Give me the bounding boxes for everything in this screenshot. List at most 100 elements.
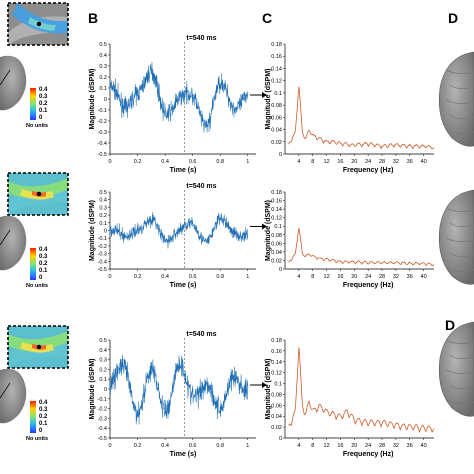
y-axis-label: Magnitude (dSPM) [265, 200, 272, 261]
y-tick-label: -0.2 [98, 407, 107, 413]
colorbar-tick: 0.3 [39, 254, 48, 260]
x-tick-label: 32 [393, 443, 399, 449]
y-tick-label: 0.2 [99, 367, 107, 373]
inset-map [8, 326, 68, 368]
x-tick-label: 4 [297, 159, 300, 165]
spectrum-line [288, 347, 435, 434]
x-axis-label: Frequency (Hz) [343, 167, 394, 174]
y-tick-label: -0.4 [98, 141, 107, 147]
x-tick-label: 0.8 [216, 443, 224, 449]
brain-fragment [0, 215, 27, 271]
x-tick-label: 40 [421, 274, 427, 280]
y-tick-label: 0.16 [271, 54, 282, 60]
y-tick-label: 0.04 [271, 128, 282, 134]
y-tick-label: -0.5 [98, 436, 107, 442]
brain-sulcus [449, 114, 474, 119]
colorbar-tick: 0.2 [39, 261, 48, 267]
brain-surface [438, 321, 474, 417]
x-tick-label: 16 [337, 159, 343, 165]
x-tick-label: 28 [379, 443, 385, 449]
inset-border [7, 325, 69, 369]
y-tick-label: 0 [279, 267, 282, 273]
x-tick-label: 12 [324, 274, 330, 280]
y-tick-label: -0.3 [98, 252, 107, 258]
x-tick-label: 40 [421, 159, 427, 165]
x-tick-label: 28 [379, 159, 385, 165]
y-tick-label: 0.16 [271, 199, 282, 205]
x-tick-label: 32 [393, 159, 399, 165]
y-tick-label: 0 [279, 152, 282, 158]
freq-plot-3: 0.18 0.16 0.14 0.12 0.1 0.08 0.06 0.04 0.02 0 4 8 12… [265, 338, 435, 458]
y-tick-label: 0.14 [271, 360, 282, 366]
y-tick-label: 0.14 [271, 66, 282, 72]
x-tick-label: 20 [351, 159, 357, 165]
panel-label-b: B [88, 10, 98, 26]
inset-border [7, 2, 69, 46]
y-tick-label: 0.2 [99, 213, 107, 219]
y-axis-label: Magnitude (dSPM) [265, 68, 272, 129]
brain-sulcus [449, 354, 474, 359]
y-tick-label: 0.1 [274, 91, 282, 97]
freq-plot-2: 0.18 0.16 0.14 0.12 0.1 0.08 0.06 0.04 0.02 0 4 8 12… [265, 190, 435, 289]
x-tick-label: 0.6 [189, 159, 197, 165]
inset-map [8, 173, 68, 215]
y-tick-label: -0.2 [98, 244, 107, 250]
x-tick-label: 16 [337, 274, 343, 280]
y-axis-label: Magnitude (dSPM) [89, 358, 96, 419]
y-tick-label: 0.1 [274, 382, 282, 388]
brain-fragment [0, 55, 27, 111]
colorbar-units: No units [26, 436, 48, 442]
y-tick-label: -0.5 [98, 267, 107, 273]
x-tick-label: 40 [421, 443, 427, 449]
colorbar-tick: 0.3 [39, 94, 48, 100]
brain-sulcus [449, 84, 474, 89]
x-tick-label: 36 [407, 159, 413, 165]
source-marker [36, 21, 42, 27]
y-tick-label: 0.04 [271, 414, 282, 420]
colorbar-units: No units [26, 123, 48, 129]
x-tick-label: 0.6 [189, 274, 197, 280]
y-tick-label: -0.1 [98, 108, 107, 114]
time-marker-label: t=540 ms [186, 35, 216, 42]
y-tick-label: 0.18 [271, 190, 282, 196]
time-signal-line [109, 61, 249, 133]
y-tick-label: -0.3 [98, 130, 107, 136]
brain-sulcus [449, 252, 474, 257]
y-tick-label: 0.3 [99, 205, 107, 211]
y-tick-label: -0.4 [98, 426, 107, 432]
brain-sulcus [445, 369, 474, 374]
x-tick-label: 8 [311, 159, 314, 165]
y-tick-label: 0.4 [99, 198, 107, 204]
brain-sulcus [449, 222, 474, 227]
y-axis-label: Magnitude (dSPM) [89, 200, 96, 261]
x-tick-label: 24 [365, 443, 371, 449]
colorbar-tick: 0.1 [39, 108, 48, 114]
x-tick-label: 0.4 [161, 159, 169, 165]
panel-label-d: D [448, 10, 458, 26]
colorbar [30, 248, 36, 280]
source-marker [36, 191, 42, 197]
x-tick-label: 0.8 [216, 159, 224, 165]
colorbar-tick: 0.1 [39, 268, 48, 274]
colorbar-units: No units [26, 283, 48, 289]
brain-3 [438, 321, 474, 417]
y-tick-label: 0.02 [271, 140, 282, 146]
colorbar-tick: 0.4 [39, 87, 48, 93]
colorbar [30, 88, 36, 120]
row-3-left: 0.40.30.20.10 No units [0, 325, 69, 442]
brain-sulcus [449, 384, 474, 389]
colorbar-tick: 0.2 [39, 101, 48, 107]
y-tick-label: -0.4 [98, 259, 107, 265]
y-tick-label: 0.4 [99, 348, 107, 354]
y-tick-label: 0.18 [271, 42, 282, 48]
row-2-left: 0.40.30.20.10 No units [0, 172, 69, 289]
x-tick-label: 4 [297, 274, 300, 280]
y-tick-label: 0.12 [271, 371, 282, 377]
y-tick-label: 0 [279, 436, 282, 442]
brain-surface [438, 51, 474, 147]
colorbar-tick: 0 [39, 275, 43, 281]
colorbar-tick: 0 [39, 428, 43, 434]
y-tick-label: 0.12 [271, 79, 282, 85]
y-tick-label: 0 [104, 229, 107, 235]
colorbar-tick: 0.3 [39, 407, 48, 413]
